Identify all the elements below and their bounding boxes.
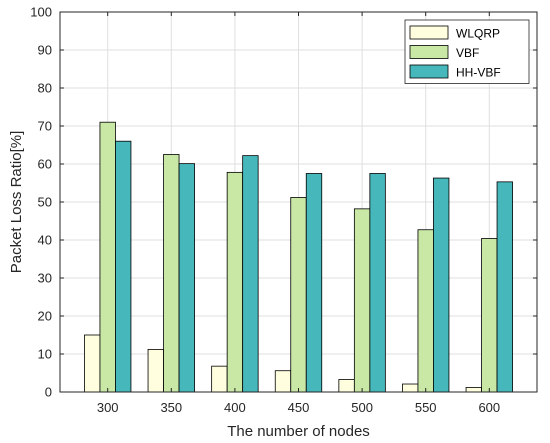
y-tick-label: 0 xyxy=(45,385,52,400)
bar-wlqrp-300 xyxy=(84,334,101,393)
bar-vbf-450 xyxy=(290,197,307,393)
y-tick-label: 10 xyxy=(38,347,52,362)
legend-swatch-wlqrp xyxy=(409,25,449,40)
legend-swatch-hh-vbf xyxy=(409,64,449,79)
bar-vbf-500 xyxy=(353,208,371,393)
bar-vbf-600 xyxy=(481,238,498,393)
legend-label-hh-vbf: HH-VBF xyxy=(456,66,501,80)
bar-hh-vbf-500 xyxy=(369,173,386,393)
axis-ticks: 0 10 20 30 40 50 60 70 80 90 100 300 350 400 450 500 550… xyxy=(30,5,537,415)
x-tick-label: 500 xyxy=(351,400,373,415)
legend-label-vbf: VBF xyxy=(456,46,479,60)
legend: WLQRP VBF HH-VBF xyxy=(404,19,530,84)
legend-label-wlqrp: WLQRP xyxy=(456,27,500,41)
bar-vbf-350 xyxy=(163,154,180,393)
y-tick-label: 100 xyxy=(30,5,52,20)
legend-swatch-vbf xyxy=(409,45,449,59)
x-tick-label: 350 xyxy=(160,400,182,415)
x-tick-label: 450 xyxy=(288,400,310,415)
bar-vbf-400 xyxy=(226,171,244,393)
bar-wlqrp-400 xyxy=(211,365,228,393)
bar-vbf-300 xyxy=(99,121,116,393)
bar-hh-vbf-350 xyxy=(178,163,195,393)
y-tick-label: 40 xyxy=(38,233,52,248)
bar-hh-vbf-550 xyxy=(433,177,450,393)
y-tick-label: 80 xyxy=(38,81,52,96)
x-tick-label: 400 xyxy=(224,400,246,415)
y-tick-label: 70 xyxy=(38,119,52,134)
y-tick-label: 90 xyxy=(38,43,52,58)
y-axis-label: Packet Loss Ratio[%] xyxy=(8,131,25,274)
bar-hh-vbf-600 xyxy=(496,181,513,393)
x-tick-label: 550 xyxy=(415,400,437,415)
bars xyxy=(84,121,513,393)
x-tick-label: 600 xyxy=(478,400,500,415)
bar-wlqrp-600 xyxy=(465,387,482,393)
bar-vbf-550 xyxy=(417,229,434,393)
bar-wlqrp-500 xyxy=(338,379,355,393)
x-axis-label: The number of nodes xyxy=(227,423,370,440)
bar-wlqrp-550 xyxy=(402,383,419,393)
y-tick-label: 60 xyxy=(38,157,52,172)
bar-hh-vbf-400 xyxy=(242,155,259,393)
bar-hh-vbf-300 xyxy=(115,140,132,393)
y-tick-label: 30 xyxy=(38,271,52,286)
bar-wlqrp-450 xyxy=(274,370,292,393)
bar-wlqrp-350 xyxy=(147,349,164,393)
y-tick-label: 20 xyxy=(38,309,52,324)
y-tick-label: 50 xyxy=(38,195,52,210)
x-tick-label: 300 xyxy=(97,400,119,415)
bar-hh-vbf-450 xyxy=(305,173,323,393)
